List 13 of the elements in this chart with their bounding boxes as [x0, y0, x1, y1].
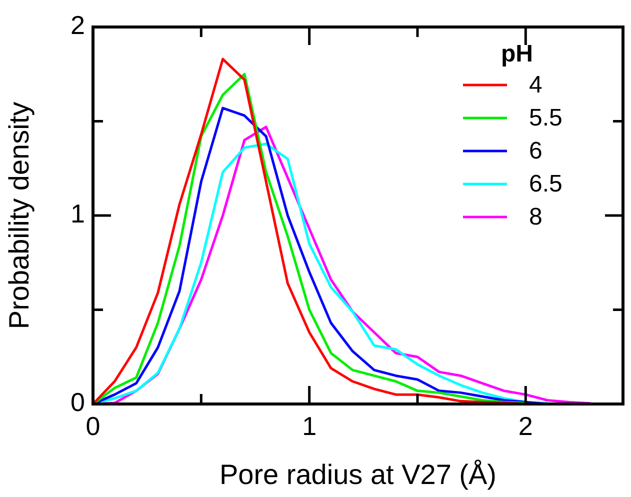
legend-label: 5.5	[529, 104, 562, 132]
x-tick-label: 1	[302, 410, 317, 441]
x-axis-title: Pore radius at V27 (Å)	[219, 458, 497, 490]
x-tick-label: 2	[518, 410, 533, 441]
y-tick-label: 2	[70, 10, 85, 40]
legend-label: 6	[529, 138, 542, 165]
y-tick-label: 1	[70, 198, 85, 229]
legend-label: 8	[529, 204, 542, 231]
y-axis-title: Probability density	[4, 102, 35, 330]
legend-label: 4	[529, 72, 542, 99]
y-tick-label: 0	[70, 387, 85, 418]
legend-title: pH	[501, 40, 533, 68]
legend-label: 6.5	[529, 170, 562, 198]
